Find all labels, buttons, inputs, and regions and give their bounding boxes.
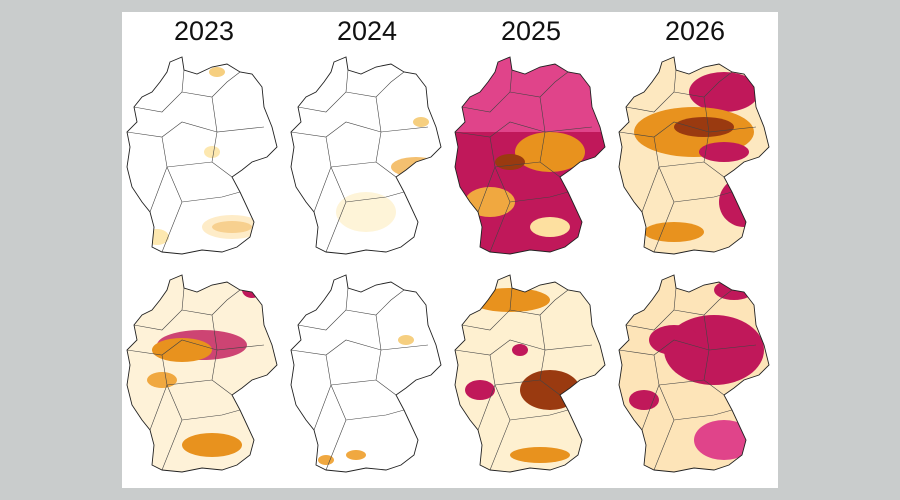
year-header: 2023 bbox=[174, 16, 234, 46]
map-2023-top bbox=[127, 57, 277, 254]
year-header: 2026 bbox=[665, 16, 725, 46]
map-2024-bottom bbox=[291, 275, 441, 472]
year-header: 2024 bbox=[337, 16, 397, 46]
year-header: 2025 bbox=[501, 16, 561, 46]
